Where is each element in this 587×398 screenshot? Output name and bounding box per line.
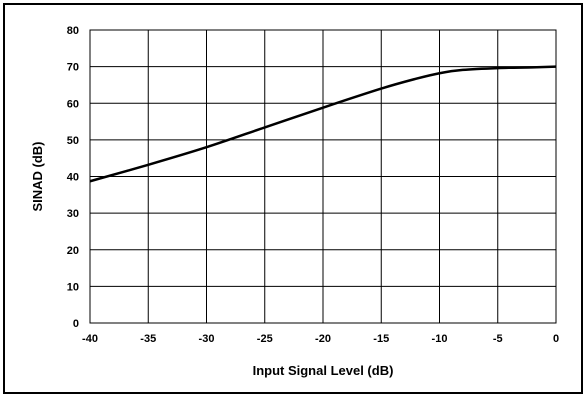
y-tick-label: 50 bbox=[67, 135, 79, 147]
y-tick-labels: 0 10 20 30 40 50 60 70 80 bbox=[67, 25, 79, 330]
y-tick-label: 30 bbox=[67, 208, 79, 220]
x-axis-title: Input Signal Level (dB) bbox=[253, 363, 394, 378]
grid-lines bbox=[89, 29, 557, 324]
y-tick-label: 70 bbox=[67, 62, 79, 74]
y-tick-label: 10 bbox=[67, 281, 79, 293]
x-tick-label: -40 bbox=[82, 333, 98, 345]
y-tick-label: 0 bbox=[73, 318, 79, 330]
sinad-series-line bbox=[89, 65, 557, 183]
plot-area bbox=[89, 29, 557, 324]
x-tick-label: -35 bbox=[140, 333, 156, 345]
x-tick-label: -25 bbox=[257, 333, 273, 345]
y-tick-label: 80 bbox=[67, 25, 79, 37]
x-tick-label: 0 bbox=[553, 333, 559, 345]
x-tick-label: -10 bbox=[432, 333, 448, 345]
x-tick-label: -5 bbox=[493, 333, 503, 345]
y-tick-label: 40 bbox=[67, 172, 79, 184]
y-tick-label: 20 bbox=[67, 245, 79, 257]
x-tick-label: -20 bbox=[315, 333, 331, 345]
series-layer bbox=[89, 65, 557, 183]
x-tick-label: -30 bbox=[199, 333, 215, 345]
x-tick-labels: -40 -35 -30 -25 -20 -15 -10 -5 0 bbox=[82, 333, 559, 345]
y-axis-title: SINAD (dB) bbox=[30, 141, 45, 211]
x-tick-label: -15 bbox=[373, 333, 389, 345]
y-tick-label: 60 bbox=[67, 98, 79, 110]
